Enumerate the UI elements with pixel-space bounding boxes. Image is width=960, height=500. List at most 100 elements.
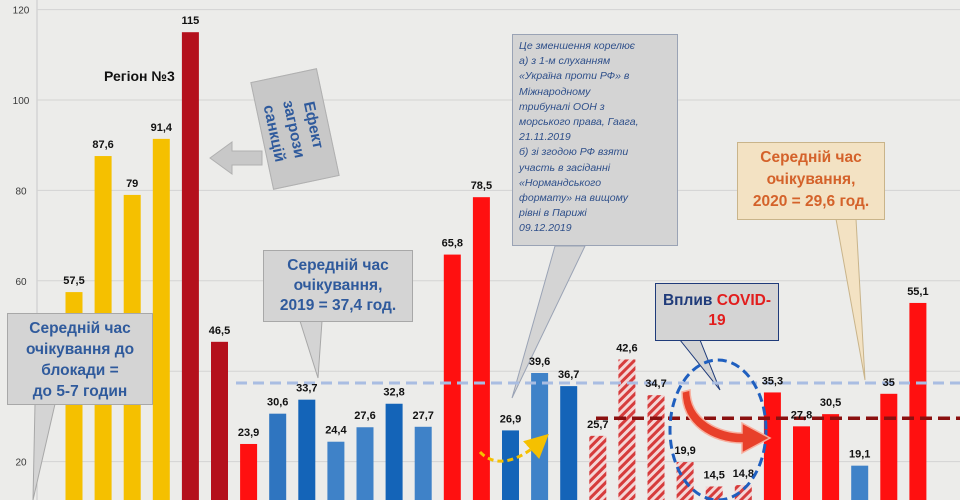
avg-2020-line: Середній час <box>760 149 862 166</box>
covid-line: COVID-19 <box>708 292 772 329</box>
y-tick-label: 120 <box>13 6 30 17</box>
blockade-callout: Середній час очікування до блокади = до … <box>7 313 153 405</box>
bar <box>414 426 432 500</box>
correlation-note: Це зменшення корелює а) з 1-м слуханням … <box>512 34 678 246</box>
bar-value-label: 19,9 <box>674 445 695 457</box>
bar-value-label: 27,7 <box>412 410 433 422</box>
covid-callout: Вплив COVID-19 <box>655 283 779 341</box>
bar <box>356 427 374 500</box>
bar-value-label: 14,5 <box>703 469 724 481</box>
avg2019-callout-tail <box>299 320 323 379</box>
y-tick-label: 80 <box>15 186 27 197</box>
y-tick-label: 100 <box>13 96 30 107</box>
bar <box>502 430 519 500</box>
bar-value-label: 42,6 <box>616 342 637 354</box>
bar-value-label: 27,8 <box>791 409 812 421</box>
decorations <box>209 141 772 500</box>
covid-highlight-ellipse <box>668 358 768 500</box>
bar-value-label: 26,9 <box>500 413 521 425</box>
bar <box>822 414 840 500</box>
bar-value-label: 27,6 <box>354 410 375 422</box>
note-line: «Нормандського <box>519 176 602 189</box>
bar-value-label: 33,7 <box>296 383 317 395</box>
note-line: Це зменшення корелює <box>519 40 635 52</box>
note-line: морського права, Гаага, <box>519 116 639 129</box>
note-line: Міжнародному <box>519 85 591 98</box>
bar-value-label: 57,5 <box>63 275 84 287</box>
region-label: Регіон №3 <box>104 68 175 84</box>
blockade-line: до 5-7 годин <box>32 383 128 400</box>
recovery-arrow <box>478 433 549 463</box>
note-callout-tail <box>511 245 586 399</box>
avg-2019-callout: Середній час очікування, 2019 = 37,4 год… <box>263 250 413 322</box>
bar-value-label: 34,7 <box>645 378 666 390</box>
bar <box>327 441 345 500</box>
bar <box>793 426 810 500</box>
blockade-line: очікування до <box>25 341 135 358</box>
bar <box>880 393 898 500</box>
bar <box>472 197 490 500</box>
bar-value-labels: 57,5 87,6 79 91,4 115 46,5 23,9 30,6 33,7 24,4 27,… <box>63 15 928 481</box>
bar-value-label: 79 <box>126 178 138 190</box>
bar <box>589 435 607 500</box>
bar-value-label: 115 <box>182 15 200 27</box>
avg-2019-line: 2019 = 37,4 год. <box>279 297 397 314</box>
note-line: «Україна проти РФ» в <box>519 70 630 83</box>
avg-2020-line: очікування, <box>766 171 856 188</box>
bar-value-label: 25,7 <box>587 419 608 431</box>
note-line: 09.12.2019 <box>519 222 572 235</box>
bar <box>851 465 869 500</box>
bar <box>531 373 549 500</box>
bar-value-label: 24,4 <box>325 425 347 437</box>
note-line: трибуналі ООН з <box>519 100 605 113</box>
bar <box>269 413 287 500</box>
note-line: б) зі згодою РФ взяти <box>519 146 629 159</box>
note-line: 21.11.2019 <box>519 131 571 144</box>
bar-value-label: 30,5 <box>820 397 841 409</box>
bar-value-label: 30,6 <box>267 397 288 409</box>
blockade-callout-tail <box>32 403 56 500</box>
bar-value-label: 55,1 <box>907 286 928 298</box>
bar <box>618 359 636 500</box>
note-line: формату» на вищому <box>519 192 628 205</box>
bar <box>560 386 578 500</box>
sanctions-arrow <box>209 141 263 175</box>
covid-line: Вплив <box>662 292 713 309</box>
reference-lines <box>236 381 960 420</box>
covid-arrow <box>681 389 772 455</box>
bar <box>152 138 170 500</box>
bar-value-label: 19,1 <box>849 449 870 461</box>
y-tick-label: 20 <box>15 458 27 469</box>
blockade-line: Середній час <box>29 320 131 337</box>
bar-value-label: 39,6 <box>529 356 550 368</box>
avg2020-callout-tail <box>835 218 866 381</box>
bar-value-label: 36,7 <box>558 369 579 381</box>
avg-2019-line: Середній час <box>287 257 389 274</box>
bar <box>443 254 461 500</box>
bar <box>298 399 316 500</box>
bar <box>734 485 752 500</box>
bar-value-label: 65,8 <box>442 238 463 250</box>
note-line: участь в засіданні <box>519 161 611 174</box>
bar <box>385 403 403 500</box>
bar <box>647 395 665 500</box>
bar-value-label: 46,5 <box>209 325 230 337</box>
bar-value-label: 23,9 <box>238 427 259 439</box>
avg-2019-line: очікування, <box>293 277 383 294</box>
bar-value-label: 91,4 <box>151 122 173 134</box>
bar-value-label: 35,3 <box>762 375 783 387</box>
bar <box>909 302 927 500</box>
bar <box>705 486 723 500</box>
bar <box>211 341 228 500</box>
bar-series <box>65 32 927 500</box>
bar-value-label: 32,8 <box>383 387 404 399</box>
bar-value-label: 78,5 <box>471 180 492 192</box>
bar <box>181 32 199 500</box>
bar <box>240 443 258 500</box>
avg-2020-callout: Середній час очікування, 2020 = 29,6 год… <box>737 142 885 220</box>
blockade-line: блокади = <box>41 362 119 379</box>
gridlines <box>36 0 960 500</box>
bar <box>763 392 781 500</box>
y-tick-label: 60 <box>15 277 27 288</box>
